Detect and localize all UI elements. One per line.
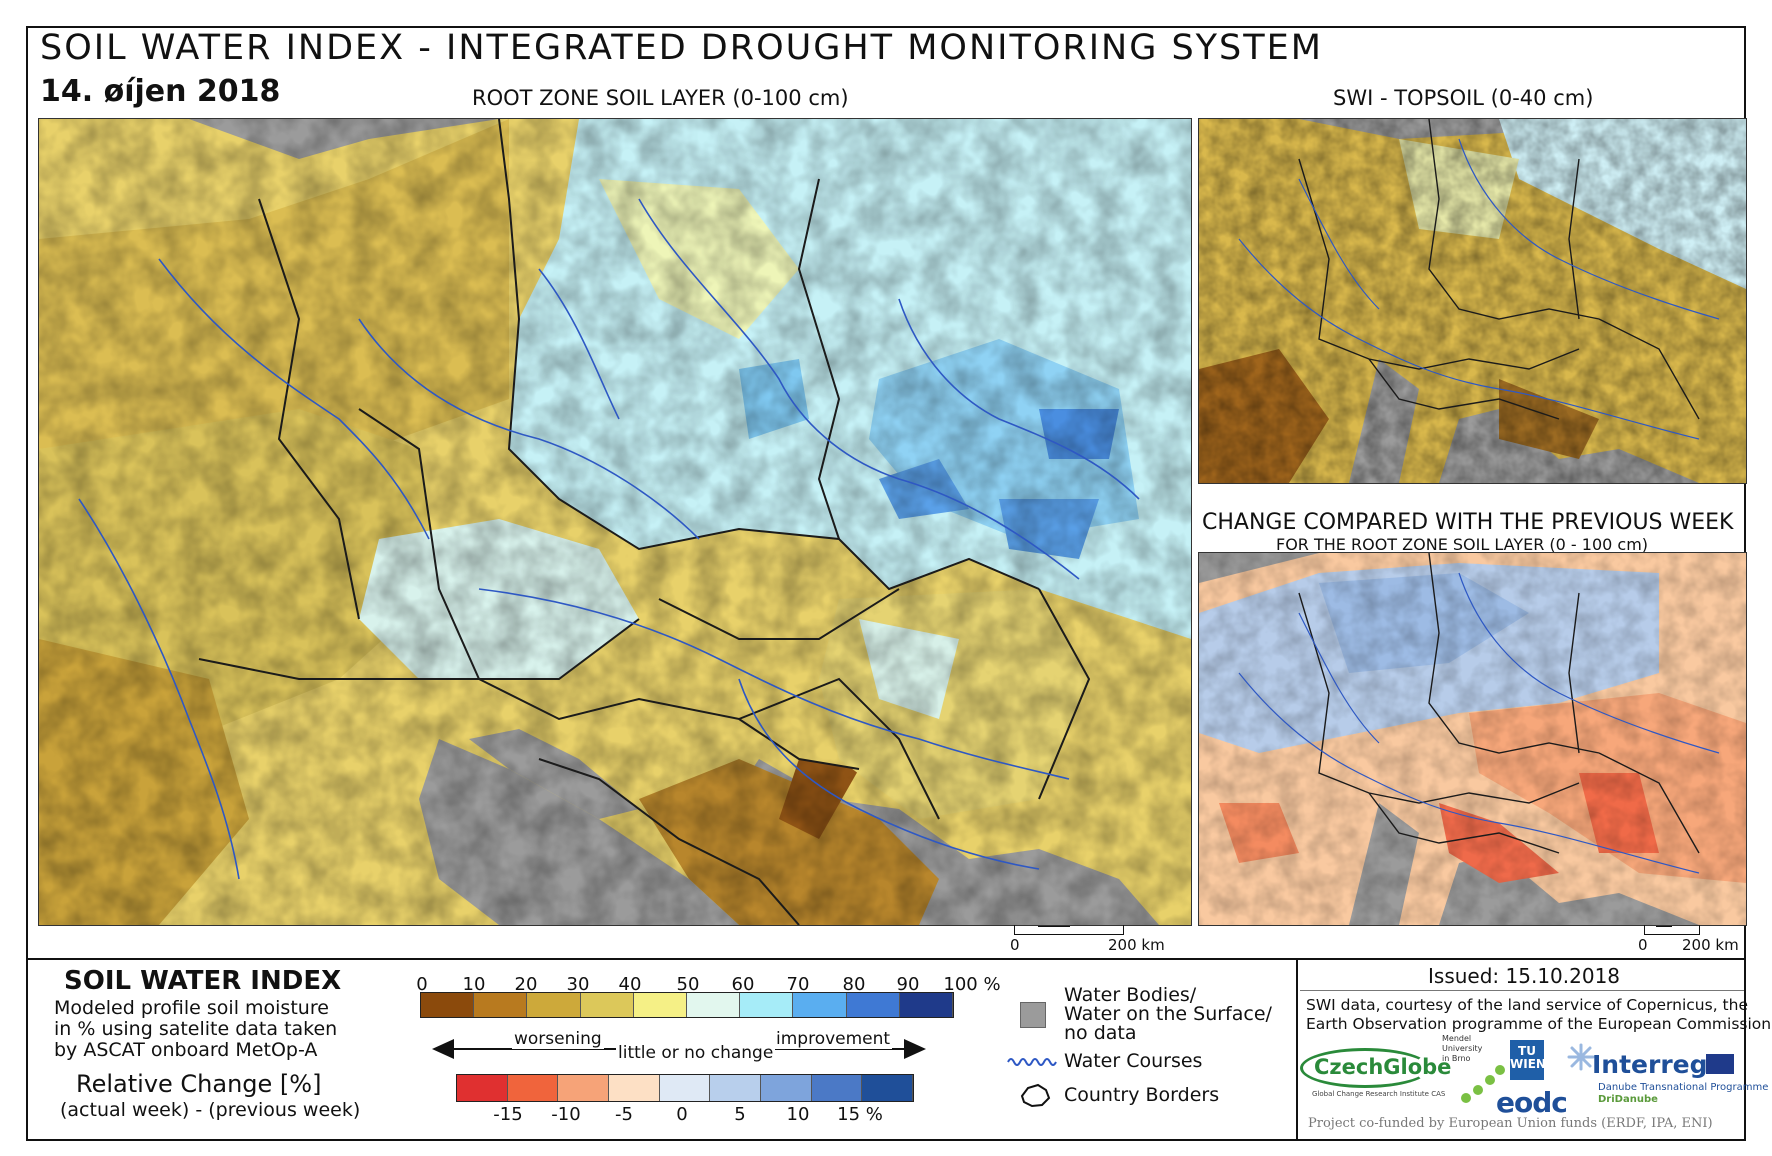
water-courses-swatch — [1007, 1058, 1057, 1066]
credits-divider — [1296, 958, 1298, 1141]
swi-tick: 60 — [731, 974, 755, 995]
legend-desc-1: Modeled profile soil moisture — [54, 997, 329, 1019]
change-map — [1198, 552, 1747, 926]
swi-tick: 0 — [416, 974, 428, 995]
change-colour-bar — [456, 1074, 914, 1102]
legend-desc-3: by ASCAT onboard MetOp-A — [54, 1039, 318, 1061]
swi-tick: 70 — [786, 974, 810, 995]
tuwien-logo: TU WIEN — [1510, 1040, 1546, 1080]
swi-tick: 80 — [842, 974, 866, 995]
change-colour-swatch — [710, 1075, 762, 1101]
main-soil-moisture-map — [38, 118, 1192, 926]
cofunded-text: Project co-funded by European Union fund… — [1308, 1116, 1713, 1131]
mendel-dots-icon — [1461, 1065, 1505, 1103]
topsoil-map — [1198, 118, 1747, 484]
swi-tick: 10 — [462, 974, 486, 995]
change-colour-swatch — [507, 1075, 559, 1101]
swi-colour-swatch — [633, 993, 688, 1017]
scale-bar-zero: 0 — [1010, 936, 1020, 954]
eodc-logo: eodc — [1496, 1086, 1568, 1119]
change-colour-swatch — [659, 1075, 711, 1101]
improvement-label: improvement — [774, 1029, 893, 1049]
country-borders-label: Country Borders — [1064, 1084, 1220, 1106]
page-title: SOIL WATER INDEX - INTEGRATED DROUGHT MO… — [40, 28, 1323, 68]
change-tick: -5 — [615, 1104, 633, 1125]
interreg-logo: Interreg — [1592, 1050, 1708, 1079]
swi-colour-swatch — [793, 993, 847, 1017]
issued-divider — [1300, 990, 1744, 991]
scale-bar-small-notch — [1656, 921, 1672, 927]
change-tick: -10 — [551, 1104, 581, 1125]
change-colour-swatch — [811, 1075, 863, 1101]
little-change-label: little or no change — [616, 1043, 776, 1063]
scale-bar-small — [1644, 925, 1700, 935]
issue-date: 14. øíjen 2018 — [40, 74, 281, 109]
scale-bar-end: 200 km — [1108, 936, 1165, 954]
interreg-star-icon — [1567, 1043, 1595, 1071]
scale-bar — [1014, 925, 1124, 935]
change-colour-swatch — [558, 1075, 610, 1101]
issued-date: Issued: 15.10.2018 — [1428, 964, 1621, 988]
swi-colour-swatch — [687, 993, 741, 1017]
legend-heading: SOIL WATER INDEX — [64, 966, 342, 996]
swi-colour-swatch — [846, 993, 900, 1017]
change-colour-swatch — [862, 1075, 914, 1101]
main-map-title: ROOT ZONE SOIL LAYER (0-100 cm) — [472, 86, 849, 110]
swi-tick: 50 — [676, 974, 700, 995]
change-colour-swatch — [761, 1075, 812, 1101]
change-tick-labels: -15 -10 -5 0 5 10 15 % — [456, 1104, 926, 1126]
improvement-arrow-icon — [904, 1039, 926, 1059]
scale-bar-small-end: 200 km — [1682, 936, 1739, 954]
swi-colour-swatch — [474, 993, 528, 1017]
scale-bar-small-zero: 0 — [1638, 936, 1648, 954]
swi-colour-swatch — [899, 993, 954, 1017]
change-tick: 5 — [734, 1104, 746, 1125]
swi-tick: 20 — [514, 974, 538, 995]
swi-tick: 100 % — [943, 974, 1001, 995]
water-bodies-label: Water Bodies/ Water on the Surface/ no d… — [1064, 984, 1272, 1044]
relative-change-note: (actual week) - (previous week) — [60, 1099, 361, 1121]
country-borders-icon — [1020, 1083, 1051, 1108]
courtesy-text: SWI data, courtesy of the land service o… — [1306, 996, 1772, 1033]
swi-tick: 90 — [896, 974, 920, 995]
legend-divider — [26, 958, 1746, 960]
change-tick: 15 % — [837, 1104, 883, 1125]
change-tick: 10 — [786, 1104, 810, 1125]
country-borders — [198, 119, 1091, 925]
swi-colour-swatch — [580, 993, 634, 1017]
relative-change-heading: Relative Change [%] — [76, 1070, 322, 1098]
swi-tick-labels: 0 10 20 30 40 50 60 70 80 90 100 % — [416, 974, 1000, 998]
water-courses — [78, 198, 1140, 880]
scale-bar-notch — [1038, 921, 1070, 927]
change-colour-swatch — [457, 1075, 508, 1101]
topsoil-map-title: SWI - TOPSOIL (0-40 cm) — [1333, 86, 1594, 110]
czechglobe-logo: CzechGlobe — [1314, 1055, 1452, 1079]
swi-colour-bar — [420, 992, 954, 1018]
mendel-logo-text: Mendel University in Brno — [1442, 1034, 1483, 1063]
worsening-label: worsening — [512, 1029, 604, 1049]
water-bodies-swatch — [1020, 1002, 1046, 1028]
change-tick: -15 — [493, 1104, 523, 1125]
change-map-subtitle: FOR THE ROOT ZONE SOIL LAYER (0 - 100 cm… — [1276, 535, 1649, 554]
interreg-subtitle: Danube Transnational Programme DriDanube — [1598, 1082, 1769, 1105]
water-courses-label: Water Courses — [1064, 1050, 1203, 1072]
swi-tick: 40 — [618, 974, 642, 995]
eu-flag-icon — [1706, 1054, 1734, 1074]
change-map-title: CHANGE COMPARED WITH THE PREVIOUS WEEK — [1202, 510, 1734, 535]
czechglobe-subtitle: Global Change Research Institute CAS — [1312, 1090, 1446, 1098]
change-tick: 0 — [676, 1104, 688, 1125]
legend-desc-2: in % using satelite data taken — [54, 1018, 338, 1040]
worsening-arrow-icon — [432, 1039, 454, 1059]
swi-colour-swatch — [527, 993, 581, 1017]
czechglobe-logo-ring — [1300, 1048, 1430, 1088]
change-colour-swatch — [609, 1075, 660, 1101]
swi-colour-swatch — [740, 993, 794, 1017]
swi-colour-swatch — [421, 993, 475, 1017]
swi-tick: 30 — [566, 974, 590, 995]
